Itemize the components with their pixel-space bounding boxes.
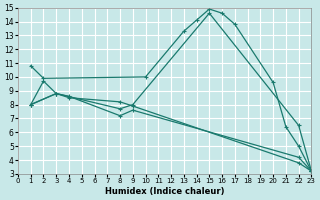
- X-axis label: Humidex (Indice chaleur): Humidex (Indice chaleur): [105, 187, 224, 196]
